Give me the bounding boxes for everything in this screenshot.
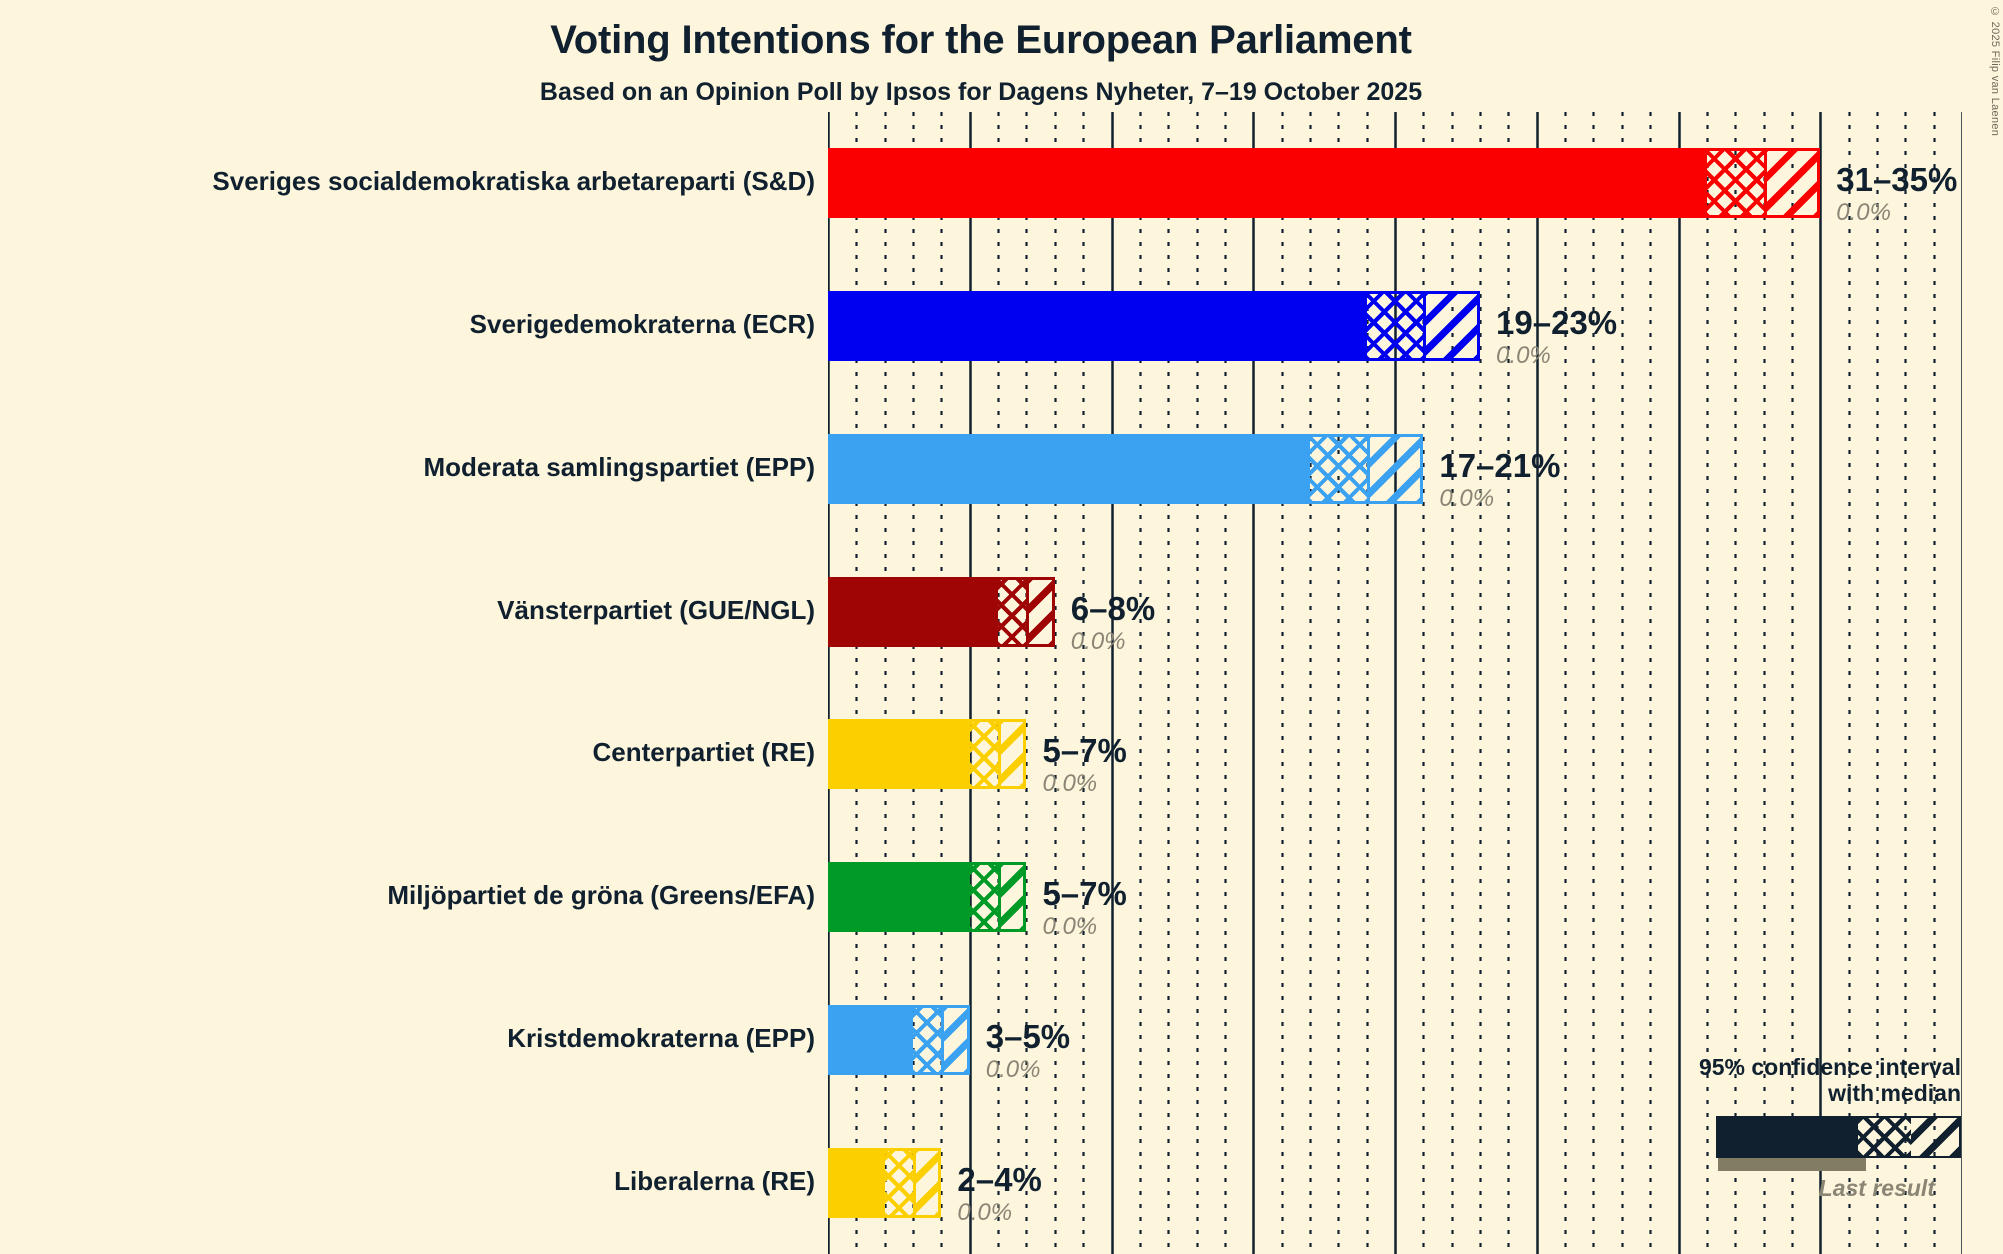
legend-sample-bar <box>1716 1115 1961 1158</box>
legend-caption-line2: with median <box>1828 1079 1961 1106</box>
legend-seg-crosshatch <box>1857 1117 1911 1156</box>
bar-segment-crosshatch <box>1366 291 1424 362</box>
party-label: Moderata samlingspartiet (EPP) <box>423 451 815 482</box>
chart-subtitle: Based on an Opinion Poll by Ipsos for Da… <box>539 78 1423 106</box>
confidence-interval-bar <box>828 148 1821 219</box>
median-marker <box>1763 148 1767 219</box>
value-range-label: 2–4% <box>957 1160 1042 1198</box>
party-label: Sveriges socialdemokratiska arbetarepart… <box>212 166 815 197</box>
confidence-interval-bar <box>828 576 1055 647</box>
median-marker <box>941 1004 945 1075</box>
party-label: Kristdemokraterna (EPP) <box>507 1022 815 1053</box>
value-range-label: 19–23% <box>1496 304 1618 342</box>
bar-segment-diagonal <box>1763 148 1821 219</box>
bar-segment-crosshatch <box>969 719 999 790</box>
median-marker <box>913 1147 917 1218</box>
last-result-label: 0.0% <box>1042 770 1098 798</box>
bar-segment-solid <box>828 148 1707 219</box>
confidence-interval-bar <box>828 1004 970 1075</box>
value-range-label: 5–7% <box>1042 732 1127 770</box>
legend-seg-solid <box>1718 1117 1858 1156</box>
value-range-label: 6–8% <box>1070 589 1156 627</box>
bar-segment-solid <box>828 1004 914 1075</box>
last-result-label: 0.0% <box>1836 199 1891 227</box>
value-range-label: 3–5% <box>985 1017 1071 1055</box>
bar-segment-crosshatch <box>998 576 1027 647</box>
confidence-interval-bar <box>828 433 1424 504</box>
party-label: Liberalerna (RE) <box>614 1165 815 1196</box>
legend-last-result-label: Last result <box>1818 1174 1935 1201</box>
bar-segment-crosshatch <box>1309 433 1367 504</box>
page-title: Voting Intentions for the European Parli… <box>550 18 1412 62</box>
value-range-label: 31–35% <box>1836 161 1958 199</box>
last-result-label: 0.0% <box>1070 627 1126 655</box>
bar-segment-solid <box>828 576 999 647</box>
bar-segment-diagonal <box>941 1004 970 1075</box>
bar-segment-diagonal <box>913 1147 942 1218</box>
legend-caption: 95% confidence interval with median <box>1641 1054 1961 1107</box>
median-marker <box>1423 291 1427 362</box>
confidence-interval-bar <box>828 1147 942 1218</box>
last-result-label: 0.0% <box>1496 342 1551 370</box>
bar-segment-crosshatch <box>913 1004 942 1075</box>
value-range-label: 17–21% <box>1439 446 1561 484</box>
legend-last-result-bar <box>1718 1157 1866 1171</box>
median-marker <box>1026 576 1030 647</box>
median-marker <box>998 719 1002 790</box>
bar-segment-diagonal <box>1366 433 1424 504</box>
confidence-interval-bar <box>828 291 1481 362</box>
bar-segment-solid <box>828 291 1367 362</box>
party-label: Vänsterpartiet (GUE/NGL) <box>497 594 815 625</box>
median-marker <box>1366 433 1370 504</box>
confidence-interval-bar <box>828 862 1027 933</box>
value-range-label: 5–7% <box>1042 875 1127 913</box>
bar-segment-diagonal <box>998 862 1027 933</box>
last-result-label: 0.0% <box>957 1198 1013 1226</box>
bar-segment-solid <box>828 1147 885 1218</box>
last-result-label: 0.0% <box>985 1055 1041 1083</box>
bar-segment-crosshatch <box>969 862 999 933</box>
last-result-label: 0.0% <box>1439 484 1495 512</box>
legend-seg-diagonal <box>1910 1117 1959 1156</box>
bar-segment-solid <box>828 433 1310 504</box>
party-label: Centerpartiet (RE) <box>592 737 815 768</box>
party-label: Sverigedemokraterna (ECR) <box>469 309 815 340</box>
legend-caption-line1: 95% confidence interval <box>1698 1054 1961 1080</box>
bar-segment-diagonal <box>1423 291 1481 362</box>
party-label: Miljöpartiet de gröna (Greens/EFA) <box>387 880 815 911</box>
bar-segment-diagonal <box>998 719 1027 790</box>
bar-segment-crosshatch <box>1706 148 1764 219</box>
last-result-label: 0.0% <box>1042 913 1098 941</box>
bar-segment-solid <box>828 719 970 790</box>
bar-segment-diagonal <box>1026 576 1055 647</box>
bar-segment-solid <box>828 862 970 933</box>
copyright-notice: © 2025 Filip van Laenen <box>1989 6 2001 137</box>
legend: 95% confidence interval with median Last… <box>1641 1054 1961 1202</box>
median-marker <box>998 862 1002 933</box>
bar-segment-crosshatch <box>884 1147 914 1218</box>
confidence-interval-bar <box>828 719 1027 790</box>
